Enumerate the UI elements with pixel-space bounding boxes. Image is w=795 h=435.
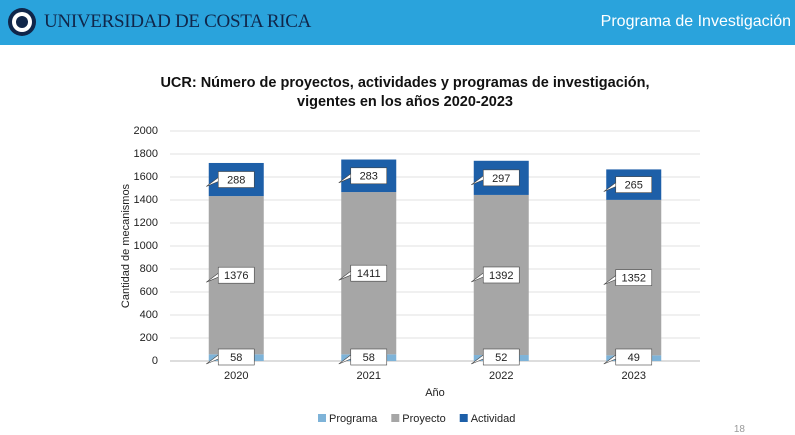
data-label: 1411 [357,268,381,280]
x-tick-label: 2022 [489,370,513,382]
label-box [615,176,653,193]
label-callout [338,173,351,184]
label-callout [206,354,219,365]
y-tick-label: 200 [140,332,158,344]
data-label: 1352 [622,273,646,285]
legend-swatch [391,414,400,422]
y-tick-label: 1600 [134,171,158,183]
data-label: 283 [360,171,378,183]
data-label: 297 [492,173,510,185]
y-tick-label: 0 [152,355,158,367]
x-axis-label: Año [425,387,445,399]
label-box [615,269,653,286]
legend-label: Proyecto [402,413,445,425]
legend-label: Actividad [471,413,516,425]
data-label: 1376 [224,270,248,282]
x-tick-label: 2023 [622,370,646,382]
label-box [615,348,653,366]
y-tick-label: 600 [140,286,158,298]
label-box [217,348,255,366]
institution: UNIVERSIDAD DE COSTA RICA [44,11,312,32]
header-bar: UNIVERSIDAD DE COSTA RICA Programa de In… [0,0,795,45]
data-label: 288 [227,174,245,186]
data-label: 58 [363,352,375,364]
legend-swatch [318,414,326,422]
y-tick-label: 1000 [134,240,158,252]
logo [8,8,36,36]
legend-swatch [459,414,468,422]
x-tick-label: 2021 [357,370,381,382]
label-box [350,167,388,185]
x-tick-label: 2020 [224,370,248,382]
label-callout [603,354,616,365]
label-box [217,266,255,284]
chart-title: UCR: Número de proyectos, actividades y … [160,75,650,110]
label-box [482,266,520,284]
label-callout [603,275,616,285]
data-label: 1392 [489,270,513,282]
label-box [482,169,520,187]
label-callout [603,182,616,192]
y-tick-label: 1800 [134,148,158,160]
y-tick-label: 800 [140,263,158,275]
label-callout [206,272,219,283]
y-tick-label: 1400 [134,194,158,206]
label-callout [471,175,484,186]
data-label: 52 [495,352,507,364]
y-axis-label: Cantidad de mecanismos [120,183,132,308]
y-tick-label: 1200 [134,217,158,229]
data-label: 49 [628,352,640,364]
label-callout [338,270,351,281]
legend-label: Programa [329,413,378,425]
data-label: 265 [625,180,643,192]
page-number: 18 [733,424,745,435]
y-tick-label: 2000 [134,125,158,137]
label-box [217,171,255,188]
label-callout [206,177,219,187]
y-tick-label: 400 [140,309,158,321]
label-box [350,264,388,282]
label-box [482,348,520,366]
label-box [350,348,388,366]
label-callout [471,272,484,283]
data-label: 58 [230,352,242,364]
program: Programa de Investigación [600,13,791,30]
label-callout [471,354,484,365]
label-callout [338,354,351,365]
